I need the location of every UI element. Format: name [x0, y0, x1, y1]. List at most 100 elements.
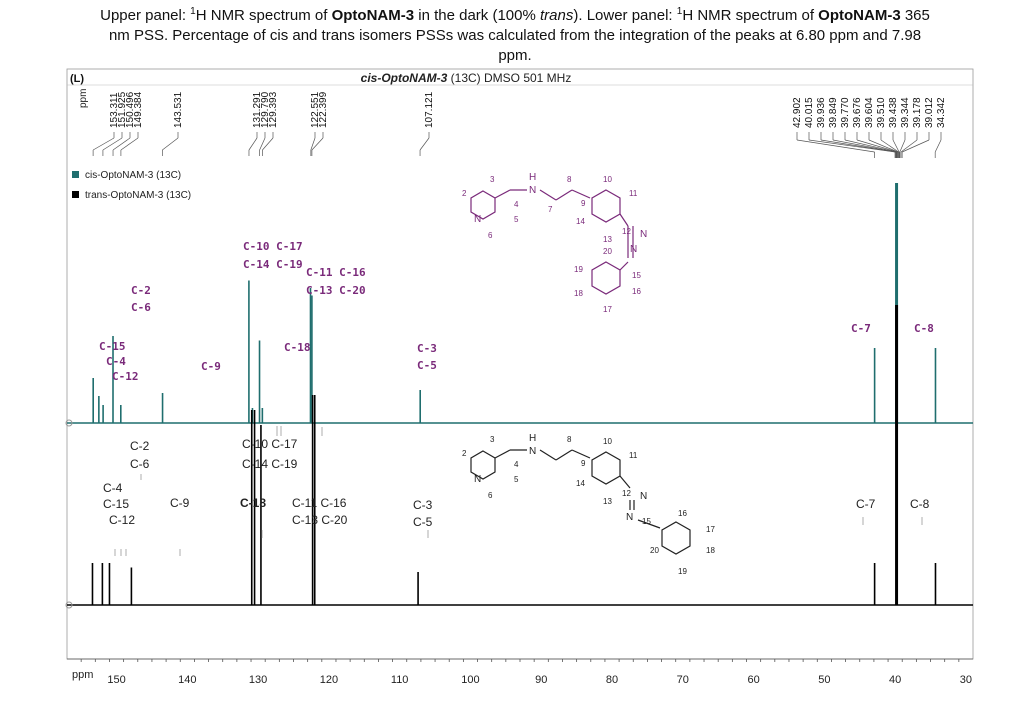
x-tick-label: 40: [889, 674, 901, 686]
peak-list-value: 39.676: [852, 97, 863, 128]
svg-text:2: 2: [462, 449, 467, 458]
svg-text:13: 13: [603, 497, 612, 506]
x-tick-label: 140: [178, 674, 196, 686]
lower-label-c9: C-9: [170, 496, 190, 510]
trans-benzene-ring-2: [661, 521, 691, 555]
svg-text:H: H: [529, 433, 536, 444]
lower-label-c2: C-2: [130, 439, 150, 453]
svg-text:12: 12: [622, 489, 631, 498]
peak-list-value: 149.384: [133, 91, 144, 128]
svg-text:4: 4: [514, 200, 519, 209]
lower-label-c14-c19: C-14 C-19: [242, 457, 298, 471]
svg-text:9: 9: [581, 199, 586, 208]
caption-line-2: nm PSS. Percentage of cis and trans isom…: [108, 27, 922, 44]
peak-list-value: 122.551: [310, 91, 321, 128]
peak-list-connector: [900, 139, 918, 153]
peak-list-value: 39.604: [864, 97, 875, 128]
lower-label-c3: C-3: [413, 498, 433, 512]
svg-text:7: 7: [548, 205, 553, 214]
svg-text:N: N: [529, 446, 536, 457]
svg-text:11: 11: [629, 451, 638, 460]
peak-list-connector: [808, 139, 896, 153]
lower-label-c6: C-6: [130, 457, 150, 471]
peak-list-connector: [120, 137, 139, 151]
peak-list-connector: [102, 137, 123, 151]
svg-text:3: 3: [490, 435, 495, 444]
trans-structure: [470, 449, 691, 555]
lower-label-c15: C-15: [103, 497, 129, 511]
upper-label-c15: C-15: [99, 340, 126, 353]
x-tick-label: 150: [107, 674, 125, 686]
svg-text:H: H: [529, 172, 536, 183]
lower-label-c18: C-18: [240, 496, 266, 510]
cis-structure-text: N H N N N 2 3 4 5 6 7 8 9 10 11 12 13 14…: [462, 172, 647, 314]
peak-list-value: 39.936: [816, 97, 827, 128]
peak-list-connector: [899, 139, 906, 153]
lower-label-c4: C-4: [103, 481, 123, 495]
svg-text:5: 5: [514, 215, 519, 224]
peak-list-connector: [820, 139, 896, 153]
peak-list-value: 39.770: [840, 97, 851, 128]
peak-list-connector: [311, 137, 324, 151]
peak-list-value: 34.342: [936, 97, 947, 128]
svg-text:18: 18: [574, 289, 583, 298]
cis-benzene-ring-2: [591, 261, 621, 295]
peak-list-value: 122.399: [318, 91, 329, 128]
peak-list-value: 153.311: [109, 92, 120, 128]
svg-text:10: 10: [603, 437, 612, 446]
cis-structure: [470, 189, 634, 295]
peak-list-connector: [934, 139, 942, 153]
peak-list-value: 39.012: [924, 97, 935, 128]
peak-list-connector: [856, 139, 898, 153]
upper-label-c3: C-3: [417, 342, 437, 355]
peak-list-value: 143.531: [173, 91, 184, 128]
legend-text-cis: cis-OptoNAM-3 (13C): [85, 170, 181, 181]
peak-list-value: 150.496: [125, 91, 136, 128]
svg-text:N: N: [640, 229, 647, 240]
lower-label-c8: C-8: [910, 497, 930, 511]
spectrum-title: cis-OptoNAM-3 (13C) DMSO 501 MHz: [361, 71, 572, 85]
x-tick-label: 50: [818, 674, 830, 686]
peak-list-value: 129.790: [260, 91, 271, 128]
peak-list-connector: [248, 137, 258, 151]
peak-list-value: 107.121: [424, 91, 435, 128]
svg-text:17: 17: [603, 305, 612, 314]
figure-caption: Upper panel: 1H NMR spectrum of OptoNAM-…: [0, 2, 1030, 66]
x-tick-label: 70: [677, 674, 689, 686]
peak-list-connector: [112, 137, 131, 151]
upper-label-c11-c16: C-11 C-16: [306, 266, 366, 279]
svg-text:11: 11: [629, 189, 638, 198]
upper-label-c6: C-6: [131, 301, 151, 314]
upper-label-c12: C-12: [112, 370, 139, 383]
upper-label-c2: C-2: [131, 284, 151, 297]
peak-list-connector: [832, 139, 897, 153]
svg-text:N: N: [474, 474, 481, 485]
legend-swatch-trans: [72, 191, 79, 198]
svg-text:N: N: [626, 512, 633, 523]
svg-text:20: 20: [650, 546, 659, 555]
svg-text:N: N: [630, 244, 637, 255]
svg-text:20: 20: [603, 247, 612, 256]
lower-label-c5: C-5: [413, 515, 433, 529]
svg-text:19: 19: [574, 265, 583, 274]
peak-list-connector: [880, 139, 899, 153]
peak-list-connector: [92, 137, 115, 151]
peak-list-right: 42.902 40.015 39.936 39.849 39.770 39.676 39.6…: [792, 97, 947, 158]
peak-list-connector: [796, 139, 875, 153]
svg-text:19: 19: [678, 567, 687, 576]
x-tick-label: 80: [606, 674, 618, 686]
peak-list-connector: [901, 139, 930, 153]
svg-text:16: 16: [632, 287, 641, 296]
lower-peaks: [91, 305, 937, 605]
peak-list-value: 129.393: [268, 91, 279, 128]
lower-label-c11-c16: C-11 C-16: [292, 496, 347, 510]
peak-list-value: 42.902: [792, 97, 803, 128]
svg-text:18: 18: [706, 546, 715, 555]
x-tick-label: 100: [461, 674, 479, 686]
svg-text:2: 2: [462, 189, 467, 198]
lower-label-c10-c17: C-10 C-17: [242, 437, 298, 451]
x-axis-label: ppm: [72, 669, 93, 681]
legend-swatch-cis: [72, 171, 79, 178]
